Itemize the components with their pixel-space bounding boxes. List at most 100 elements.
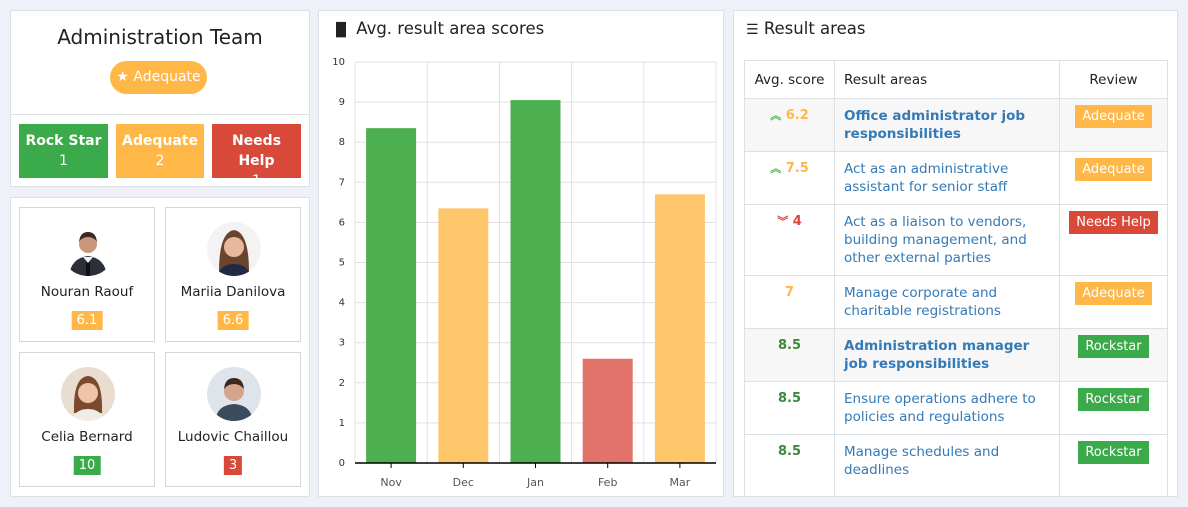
- review-cell: Rockstar: [1059, 434, 1168, 497]
- member-name: Mariia Danilova: [180, 284, 286, 300]
- y-tick-label: 8: [339, 137, 345, 148]
- member-name: Ludovic Chaillou: [177, 429, 289, 445]
- table-row[interactable]: ︽ 7.5 Act as an administrative assistant…: [744, 151, 1168, 205]
- member-name: Nouran Raouf: [40, 284, 134, 300]
- review-cell: Needs Help: [1059, 204, 1168, 276]
- avg-score: 8.5: [777, 338, 802, 353]
- review-badge[interactable]: Adequate: [1075, 105, 1152, 128]
- table-row[interactable]: 8.5 Ensure operations adhere to policies…: [744, 381, 1168, 435]
- score-cell: ︽ 7.5: [744, 151, 835, 205]
- review-badge[interactable]: Adequate: [1075, 158, 1152, 181]
- result-area-link[interactable]: Act as a liaison to vendors, building ma…: [844, 214, 1027, 266]
- header-result-areas: Result areas: [834, 60, 1060, 99]
- team-status-badge: ★ Adequate: [110, 61, 207, 94]
- bar-nov: [366, 128, 417, 463]
- area-cell: Ensure operations adhere to policies and…: [834, 381, 1060, 435]
- trend-down-icon: ︾: [777, 215, 789, 228]
- x-tick-label: Nov: [380, 476, 402, 489]
- bar-feb: [582, 358, 633, 463]
- trend-up-icon: ︽: [770, 109, 782, 122]
- result-areas-table: Avg. score Result areas Review ︽ 6.2 Off…: [744, 60, 1168, 497]
- member-score: 3: [223, 456, 243, 475]
- avg-score: 6.2: [785, 108, 809, 123]
- member-card[interactable]: Mariia Danilova 6.6: [165, 207, 301, 342]
- x-tick-label: Mar: [670, 476, 691, 489]
- member-score: 6.1: [71, 311, 103, 330]
- result-area-link[interactable]: Office administrator job responsibilitie…: [844, 108, 1026, 142]
- y-tick-label: 4: [339, 298, 345, 309]
- review-badge[interactable]: Rockstar: [1078, 335, 1149, 358]
- result-area-link[interactable]: Manage schedules and deadlines: [844, 444, 1000, 478]
- sliders-icon: ☰: [746, 22, 759, 38]
- x-tick-label: Dec: [453, 476, 474, 489]
- chart-title: ▐▌ Avg. result area scores: [331, 19, 545, 38]
- area-cell: Administration manager job responsibilit…: [834, 328, 1060, 382]
- area-cell: Manage schedules and deadlines: [834, 434, 1060, 497]
- score-cell: ︾ 4: [744, 204, 835, 276]
- score-cell: 8.5: [744, 434, 835, 497]
- result-area-link[interactable]: Ensure operations adhere to policies and…: [844, 391, 1036, 425]
- avatar: [61, 367, 115, 421]
- bar-chart-icon: ▐▌: [331, 23, 351, 38]
- trend-up-icon: ︽: [770, 162, 782, 175]
- stat-rock-star[interactable]: Rock Star 1: [19, 124, 108, 178]
- team-summary-panel: Administration Team ★ Adequate Rock Star…: [10, 10, 310, 189]
- member-card[interactable]: Celia Bernard 10: [19, 352, 155, 487]
- review-badge[interactable]: Adequate: [1075, 282, 1152, 305]
- members-panel: Nouran Raouf 6.1 Mariia Danilova 6.6 Cel…: [10, 197, 310, 497]
- review-cell: Rockstar: [1059, 381, 1168, 435]
- results-title: ☰ Result areas: [746, 19, 866, 38]
- score-cell: 7: [744, 275, 835, 329]
- score-cell: 8.5: [744, 328, 835, 382]
- x-tick-label: Jan: [526, 476, 544, 489]
- review-badge[interactable]: Rockstar: [1078, 441, 1149, 464]
- member-card[interactable]: Ludovic Chaillou 3: [165, 352, 301, 487]
- table-row[interactable]: ︽ 6.2 Office administrator job responsib…: [744, 98, 1168, 152]
- avg-score: 8.5: [777, 391, 802, 406]
- y-tick-label: 6: [339, 217, 345, 228]
- y-tick-label: 1: [339, 418, 345, 429]
- avg-score: 7: [784, 285, 795, 300]
- stat-adequate[interactable]: Adequate 2: [116, 124, 204, 178]
- stat-needs-help[interactable]: Needs Help 1: [212, 124, 301, 189]
- bar-mar: [654, 194, 705, 463]
- area-cell: Act as a liaison to vendors, building ma…: [834, 204, 1060, 276]
- member-score: 10: [73, 456, 101, 475]
- score-cell: ︽ 6.2: [744, 98, 835, 152]
- table-row[interactable]: 8.5 Manage schedules and deadlines Rocks…: [744, 434, 1168, 497]
- y-tick-label: 10: [332, 57, 345, 68]
- result-area-link[interactable]: Administration manager job responsibilit…: [844, 338, 1030, 372]
- review-cell: Adequate: [1059, 151, 1168, 205]
- area-cell: Act as an administrative assistant for s…: [834, 151, 1060, 205]
- bar-dec: [438, 208, 489, 463]
- divider: [11, 114, 309, 115]
- y-tick-label: 5: [339, 258, 345, 269]
- table-row[interactable]: 8.5 Administration manager job responsib…: [744, 328, 1168, 382]
- review-cell: Adequate: [1059, 98, 1168, 152]
- table-row[interactable]: ︾ 4 Act as a liaison to vendors, buildin…: [744, 204, 1168, 276]
- bar-chart: 0 1 2 3 4 5 6 7 8 9 10 Nov Dec Jan Feb Mar: [332, 57, 717, 489]
- avg-score: 7.5: [785, 161, 809, 176]
- header-avg-score: Avg. score: [744, 60, 835, 99]
- result-area-link[interactable]: Act as an administrative assistant for s…: [844, 161, 1009, 195]
- avatar: [207, 367, 261, 421]
- review-badge[interactable]: Rockstar: [1078, 388, 1149, 411]
- y-tick-label: 3: [339, 338, 345, 349]
- review-badge[interactable]: Needs Help: [1069, 211, 1158, 234]
- y-tick-label: 9: [339, 97, 345, 108]
- review-cell: Adequate: [1059, 275, 1168, 329]
- area-cell: Manage corporate and charitable registra…: [834, 275, 1060, 329]
- result-areas-panel: ☰ Result areas Avg. score Result areas R…: [733, 10, 1178, 497]
- table-row[interactable]: 7 Manage corporate and charitable regist…: [744, 275, 1168, 329]
- header-review: Review: [1059, 60, 1168, 99]
- avatar: [207, 222, 261, 276]
- avatar: [61, 222, 115, 276]
- y-tick-label: 0: [339, 458, 345, 469]
- y-tick-label: 7: [339, 177, 345, 188]
- area-cell: Office administrator job responsibilitie…: [834, 98, 1060, 152]
- member-card[interactable]: Nouran Raouf 6.1: [19, 207, 155, 342]
- team-title: Administration Team: [57, 25, 263, 49]
- member-score: 6.6: [217, 311, 249, 330]
- member-name: Celia Bernard: [41, 429, 133, 445]
- result-area-link[interactable]: Manage corporate and charitable registra…: [844, 285, 1001, 319]
